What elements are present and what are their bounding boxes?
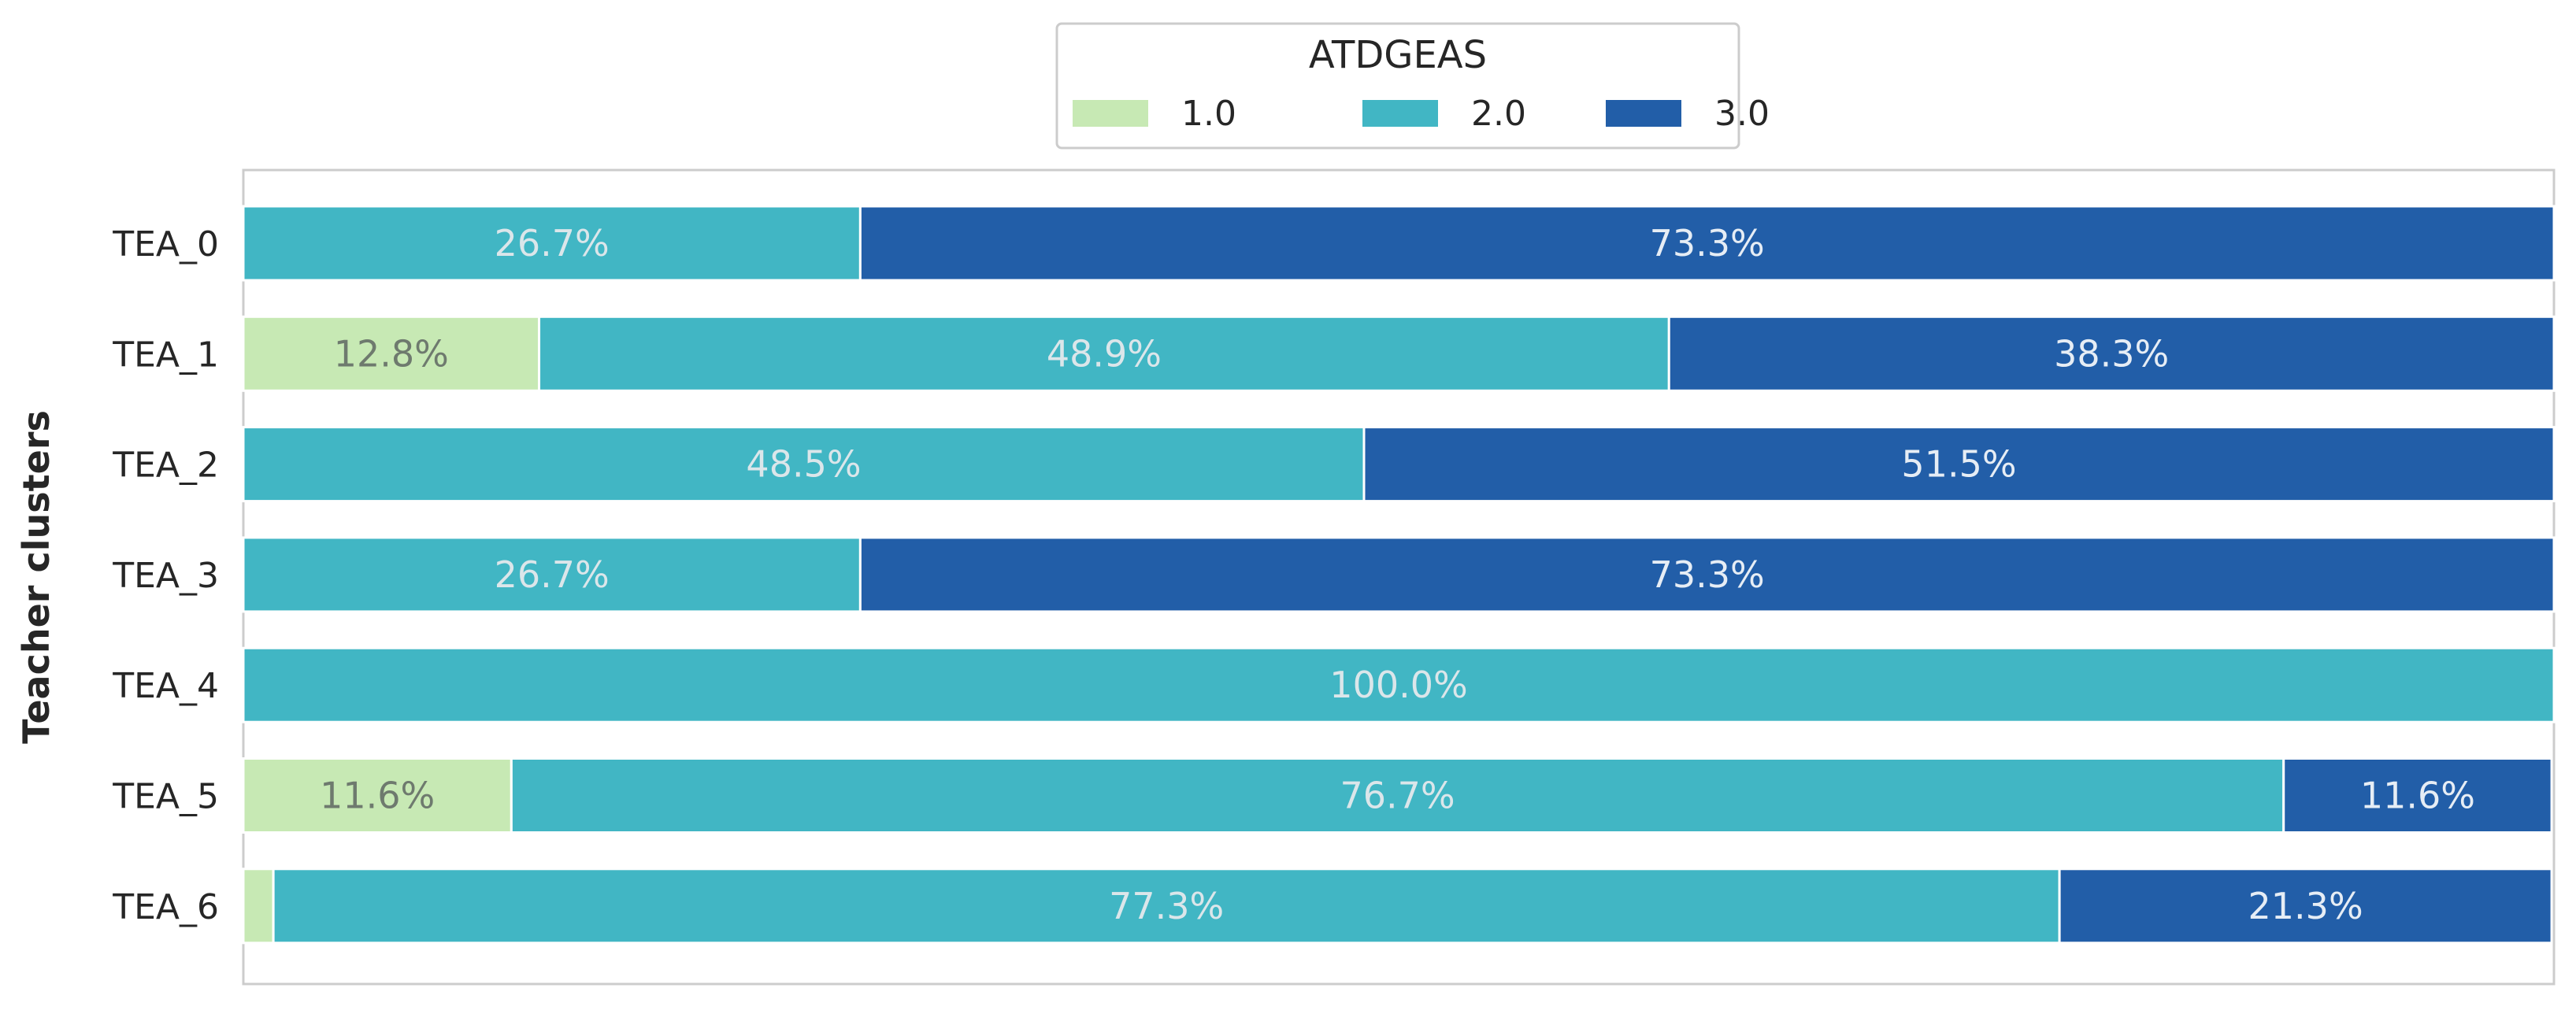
legend-frame <box>1055 22 1740 150</box>
bar-data-label: 73.3% <box>1650 553 1765 596</box>
bar-segment <box>510 757 2285 834</box>
bar-data-label: 48.9% <box>1047 332 1162 375</box>
legend-entry-label: 1.0 <box>1181 94 1236 134</box>
bar-data-label: 12.8% <box>334 332 449 375</box>
legend: ATDGEAS 1.0 2.0 3.0 <box>1055 22 1770 150</box>
y-tick-label: TEA_3 <box>112 556 219 596</box>
bar-data-label: 76.7% <box>1340 775 1455 817</box>
bar-segment <box>538 315 1670 392</box>
bar-segment <box>242 646 2556 723</box>
y-tick-label: TEA_4 <box>112 666 219 706</box>
legend-swatch-1 <box>1073 100 1148 127</box>
bar-data-label: 51.5% <box>1901 443 2016 486</box>
bar-segment <box>2058 868 2553 945</box>
y-tick-label: TEA_6 <box>112 887 219 927</box>
legend-title: ATDGEAS <box>1309 33 1487 77</box>
y-tick-label: TEA_1 <box>112 335 219 375</box>
bar-data-label: 11.6% <box>320 775 435 817</box>
bar-data-label: 11.6% <box>2360 775 2475 817</box>
legend-swatch-3 <box>1606 100 1681 127</box>
bars: 26.7% 73.3% 12.8% 48.9% 38.3% 48.5% 51.5% 26.7%… <box>242 205 2556 945</box>
bar-segment <box>1667 315 2556 392</box>
y-tick-label: TEA_0 <box>112 224 219 265</box>
y-tick-label: TEA_5 <box>112 777 219 817</box>
bar-segment <box>242 868 275 945</box>
legend-swatch-2 <box>1362 100 1438 127</box>
bar-data-label: 100.0% <box>1329 664 1467 706</box>
bar-segment <box>242 757 513 834</box>
y-axis-label: Teacher clusters <box>15 410 57 744</box>
bar-segment <box>2282 757 2553 834</box>
y-tick-label: TEA_2 <box>112 446 219 486</box>
bar-segment <box>858 205 2556 282</box>
bar-segment <box>242 205 862 282</box>
bar-data-label: 38.3% <box>2054 332 2169 375</box>
y-tick-labels: TEA_0 TEA_1 TEA_2 TEA_3 TEA_4 TEA_5 TEA_6 <box>112 224 219 927</box>
bar-data-label: 77.3% <box>1109 885 1224 927</box>
bar-data-label: 26.7% <box>495 222 610 265</box>
bar-segment <box>858 536 2556 613</box>
bar-segment <box>1362 426 2556 503</box>
bar-segment <box>242 536 862 613</box>
legend-entry-label: 2.0 <box>1471 94 1526 134</box>
bar-data-label: 48.5% <box>746 443 861 486</box>
bar-data-label: 73.3% <box>1650 222 1765 265</box>
bar-segment <box>242 426 1366 503</box>
bar-data-label: 21.3% <box>2248 885 2363 927</box>
bar-data-label: 26.7% <box>495 553 610 596</box>
legend-entry-label: 3.0 <box>1714 94 1770 134</box>
